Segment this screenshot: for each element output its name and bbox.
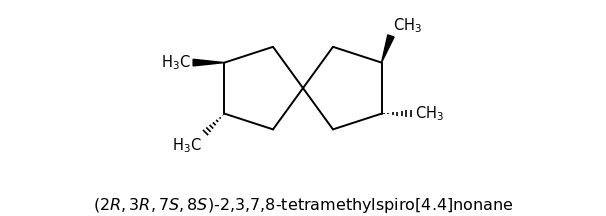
Text: $\mathrm{CH_3}$: $\mathrm{CH_3}$: [415, 104, 444, 123]
Polygon shape: [193, 59, 224, 66]
Text: $\mathrm{H_3C}$: $\mathrm{H_3C}$: [161, 53, 191, 72]
Text: $\mathrm{CH_3}$: $\mathrm{CH_3}$: [393, 16, 422, 35]
Polygon shape: [382, 35, 394, 63]
Text: $\mathrm{H_3C}$: $\mathrm{H_3C}$: [172, 137, 202, 155]
Text: $(2\mathit{R},3\mathit{R},7\mathit{S},8\mathit{S})$-2,3,7,8-tetramethylspiro[4.4: $(2\mathit{R},3\mathit{R},7\mathit{S},8\…: [93, 196, 513, 215]
